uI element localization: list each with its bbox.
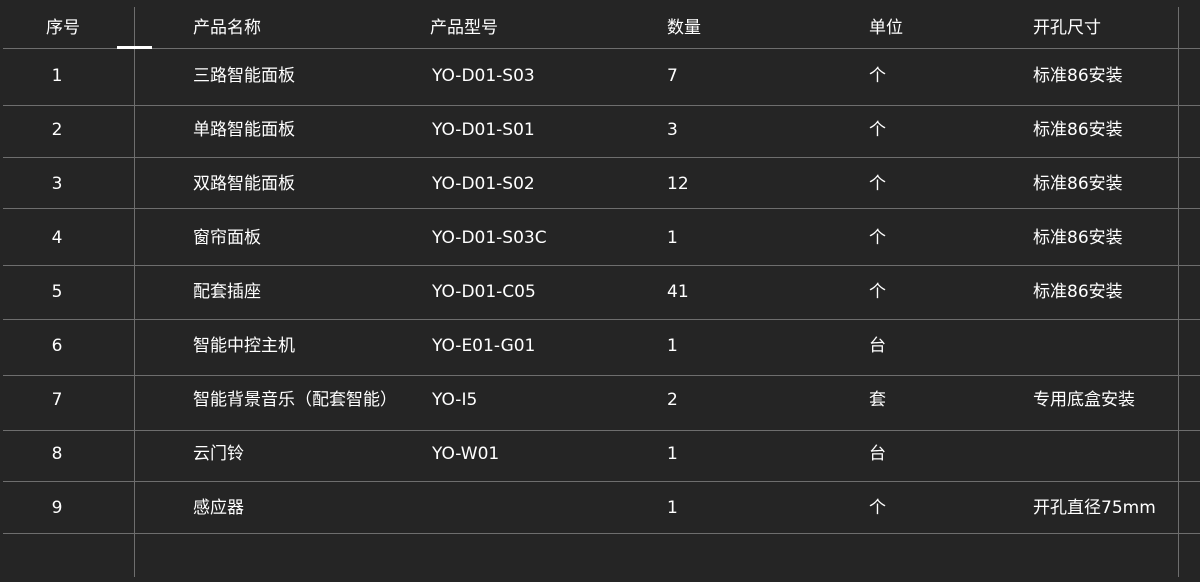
table-cell: YO-E01-G01	[432, 336, 536, 356]
table-cell: YO-I5	[432, 390, 478, 410]
table-cell: 1	[51, 66, 63, 86]
table-cell: 标准86安装	[1033, 282, 1123, 302]
row-divider	[3, 481, 1200, 482]
table-cell: 智能中控主机	[193, 336, 295, 356]
table-cell: YO-D01-S02	[432, 174, 535, 194]
column-header[interactable]: 单位	[869, 18, 903, 38]
table-cell: 云门铃	[193, 444, 244, 464]
row-divider	[3, 375, 1200, 376]
column-resize-indicator[interactable]	[117, 46, 152, 49]
table-cell: 三路智能面板	[193, 66, 295, 86]
table-cell: 标准86安装	[1033, 228, 1123, 248]
table-cell: 台	[869, 336, 886, 356]
table-cell: 个	[869, 174, 886, 194]
column-resize-handle[interactable]	[134, 7, 135, 577]
table-cell: 3	[667, 120, 678, 140]
row-divider	[3, 48, 1200, 49]
table-cell: 9	[51, 498, 63, 518]
table-cell: 标准86安装	[1033, 66, 1123, 86]
row-divider	[3, 430, 1200, 431]
table-cell: 7	[667, 66, 678, 86]
table-cell: 2	[667, 390, 678, 410]
row-divider	[3, 319, 1200, 320]
table-cell: 1	[667, 228, 678, 248]
table-cell: 套	[869, 390, 886, 410]
row-divider	[3, 533, 1200, 534]
row-divider	[3, 105, 1200, 106]
row-divider	[3, 157, 1200, 158]
table-cell: 8	[51, 444, 63, 464]
table-cell: 1	[667, 336, 678, 356]
column-header[interactable]: 序号	[46, 18, 80, 38]
table-cell: 7	[51, 390, 63, 410]
table-cell: 4	[51, 228, 63, 248]
table-cell: YO-D01-S03	[432, 66, 535, 86]
table-cell: YO-W01	[432, 444, 500, 464]
table-cell: 标准86安装	[1033, 174, 1123, 194]
table-cell: 1	[667, 498, 678, 518]
table-cell: 个	[869, 498, 886, 518]
table-cell: 开孔直径75mm	[1033, 498, 1156, 518]
column-resize-handle[interactable]	[1178, 7, 1179, 577]
table-cell: 智能背景音乐（配套智能）	[193, 390, 397, 410]
table-cell: YO-D01-S01	[432, 120, 535, 140]
table-cell: 配套插座	[193, 282, 261, 302]
table-cell: 感应器	[193, 498, 244, 518]
table-cell: 个	[869, 282, 886, 302]
table-cell: 41	[667, 282, 689, 302]
column-header[interactable]: 开孔尺寸	[1033, 18, 1101, 38]
table-cell: 1	[667, 444, 678, 464]
table-cell: 标准86安装	[1033, 120, 1123, 140]
table-cell: 专用底盒安装	[1033, 390, 1135, 410]
table-cell: YO-D01-S03C	[432, 228, 547, 248]
column-header[interactable]: 产品名称	[193, 18, 261, 38]
table-cell: 台	[869, 444, 886, 464]
table-cell: 12	[667, 174, 689, 194]
table-cell: 双路智能面板	[193, 174, 295, 194]
table-cell: 窗帘面板	[193, 228, 261, 248]
table-cell: 个	[869, 66, 886, 86]
table-cell: 6	[51, 336, 63, 356]
table-cell: 个	[869, 228, 886, 248]
table-cell: 单路智能面板	[193, 120, 295, 140]
row-divider	[3, 208, 1200, 209]
table-cell: 5	[51, 282, 63, 302]
table-cell: 3	[51, 174, 63, 194]
column-header[interactable]: 产品型号	[430, 18, 498, 38]
row-divider	[3, 265, 1200, 266]
table-cell: YO-D01-C05	[432, 282, 536, 302]
table-cell: 2	[51, 120, 63, 140]
column-header[interactable]: 数量	[667, 18, 701, 38]
table-cell: 个	[869, 120, 886, 140]
